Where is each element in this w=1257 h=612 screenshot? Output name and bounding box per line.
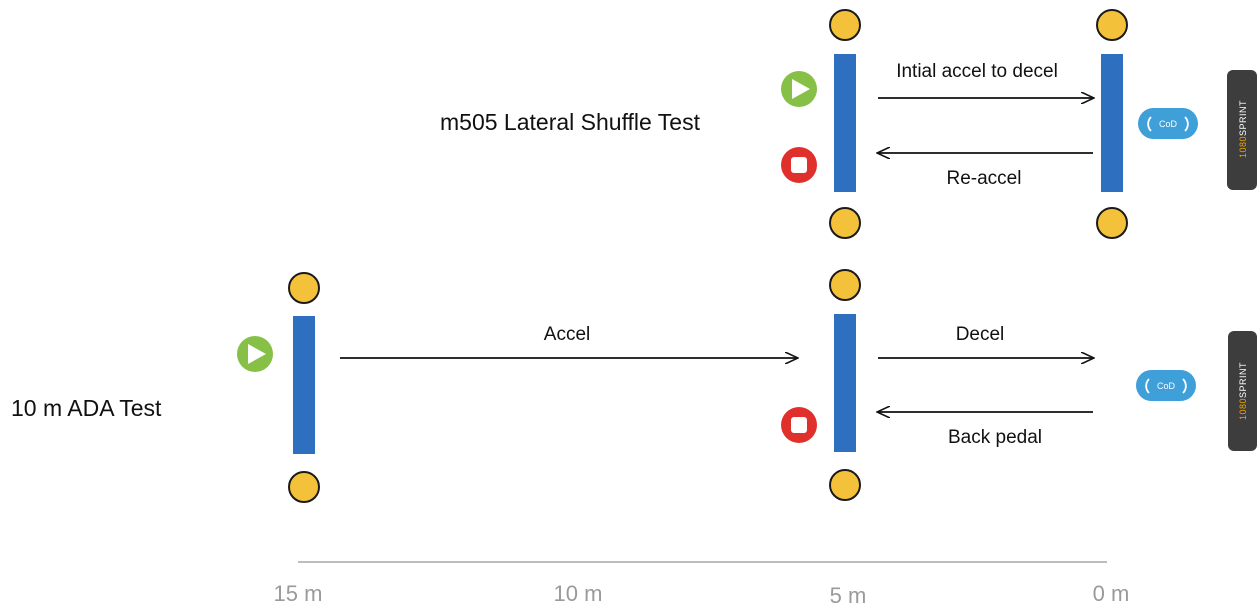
cod-icon: CoD [1138,108,1198,139]
axis-tick-10m: 10 m [554,581,603,606]
decel-label: Decel [956,324,1005,345]
distance-axis: 15 m 10 m 5 m 0 m [274,561,1130,608]
timing-gate-bar [293,316,315,454]
cone-icon [829,469,861,501]
cod-text: CoD [1159,119,1178,129]
cone-icon [829,269,861,301]
stop-icon [781,407,817,443]
device-brand-prefix: 1080 [1238,136,1248,158]
cone-icon [1096,207,1128,239]
lateral-shuffle-title: m505 Lateral Shuffle Test [440,109,701,135]
cone-icon [829,207,861,239]
cone-icon [1096,9,1128,41]
back-pedal-label: Back pedal [948,427,1042,448]
stop-icon [781,147,817,183]
axis-tick-15m: 15 m [274,581,323,606]
timing-gate-bar [1101,54,1123,192]
device-brand-prefix: 1080 [1238,398,1248,420]
play-icon [781,71,817,107]
svg-text:1080SPRINT: 1080SPRINT [1238,100,1248,158]
lateral-shuffle-test: m505 Lateral Shuffle Test Intial accel t… [440,9,1257,239]
device-brand-suffix: SPRINT [1238,362,1248,398]
ada-title: 10 m ADA Test [11,395,162,421]
ada-test: 10 m ADA Test Accel Decel Back pedal [11,269,1257,503]
cone-icon [288,471,320,503]
sprint-device-icon: 1080SPRINT [1227,70,1257,190]
timing-gate-bar [834,54,856,192]
device-brand-suffix: SPRINT [1238,100,1248,136]
svg-text:1080SPRINT: 1080SPRINT [1238,362,1248,420]
cone-icon [829,9,861,41]
return-label: Re-accel [947,168,1022,189]
cone-icon [288,272,320,304]
sprint-device-icon: 1080SPRINT [1228,331,1257,451]
play-icon [237,336,273,372]
cod-icon: CoD [1136,370,1196,401]
timing-gate-bar [834,314,856,452]
accel-label: Accel [544,324,590,345]
forward-label: Intial accel to decel [896,61,1058,82]
cod-text: CoD [1157,381,1176,391]
axis-tick-5m: 5 m [830,583,867,608]
axis-tick-0m: 0 m [1093,581,1130,606]
